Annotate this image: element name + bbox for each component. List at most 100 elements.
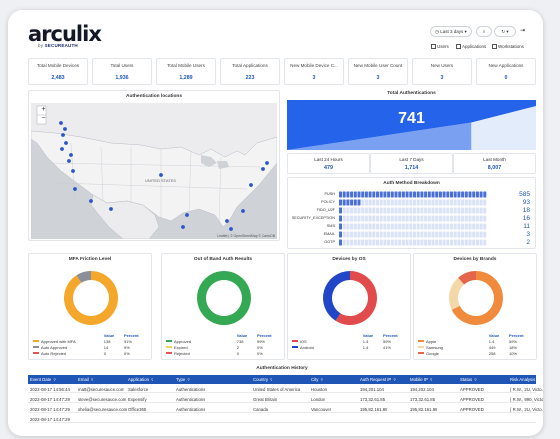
legend-row[interactable]: Android 1.4 41% [291, 344, 409, 350]
filter-icon[interactable]: ▿ [392, 377, 396, 382]
auth-period-card[interactable]: Last 24 Hours 479 [287, 153, 370, 174]
auth-method-cell [446, 223, 450, 230]
auth-method-cell [416, 215, 420, 222]
legend-label: Auto Approved [41, 344, 68, 350]
stat-card[interactable]: Total Users 1,936 [92, 58, 152, 85]
history-column-header[interactable]: Status ▿ [460, 377, 477, 382]
legend-row[interactable]: Apple 1.4 59% [417, 338, 535, 344]
map-zoom-in-button[interactable]: + [41, 106, 46, 113]
refresh-button[interactable]: ↻ ▾ [494, 26, 516, 37]
history-column-header[interactable]: Auth Request IP ▿ [360, 377, 396, 382]
auth-method-cell [364, 199, 368, 206]
map-attribution[interactable]: Leaflet | © OpenStreetMap © CartoDB [217, 234, 275, 238]
history-column-header[interactable]: City ▿ [311, 377, 323, 382]
donut-slice[interactable] [63, 271, 118, 325]
donut-slice[interactable] [76, 271, 91, 283]
donut-slice[interactable] [196, 271, 251, 325]
filter-icon[interactable]: ▿ [536, 377, 540, 382]
stat-card[interactable]: New Mobile User Count 3 [348, 58, 408, 85]
table-row[interactable]: 2022-08-17 14:47:29 [28, 414, 536, 423]
auth-method-value: 585 [519, 191, 530, 198]
donut-slice[interactable] [449, 277, 465, 310]
legend-row[interactable]: Rejected 0 0% [165, 351, 283, 357]
history-column-header[interactable]: Application ▿ [128, 377, 154, 382]
locations-map[interactable]: UNITED STATES [31, 103, 277, 239]
donut-chart[interactable] [288, 264, 412, 332]
auth-period-card[interactable]: Last Month 8,007 [453, 153, 536, 174]
date-range-select[interactable]: ◷ Last 3 days ▾ [430, 26, 472, 37]
filter-icon[interactable]: ▿ [319, 377, 323, 382]
users-button[interactable]: Users [431, 44, 449, 49]
donut-chart[interactable] [162, 264, 286, 332]
auth-method-bar[interactable] [339, 199, 489, 206]
history-column-header[interactable]: Mobile IP ▿ [410, 377, 433, 382]
workstations-button[interactable]: Workstations [492, 44, 524, 49]
auth-method-cell [479, 191, 483, 198]
stat-card[interactable]: Total Mobile Users 1,289 [156, 58, 216, 85]
auth-method-bar[interactable] [339, 207, 489, 214]
auth-method-cell [453, 231, 457, 238]
donut-chart[interactable] [414, 264, 538, 332]
auth-method-cell [461, 239, 465, 246]
legend-row[interactable]: iOS 1.4 59% [291, 338, 409, 344]
zoom-button[interactable]: ⌕ [476, 26, 492, 37]
auth-method-bar[interactable] [339, 223, 489, 230]
history-column-header[interactable]: Country ▿ [253, 377, 273, 382]
auth-method-cell [364, 223, 368, 230]
map-zoom-out-button[interactable]: − [41, 115, 46, 122]
filter-icon[interactable]: ▿ [89, 377, 94, 382]
period-value: 1,714 [404, 165, 419, 171]
donut-slice[interactable] [335, 271, 377, 325]
legend-row[interactable]: Approved 738 99% [165, 338, 283, 344]
donut-slice[interactable] [323, 271, 350, 321]
auth-method-cell [350, 231, 354, 238]
stat-card[interactable]: New Users 3 [412, 58, 472, 85]
filter-icon[interactable]: ▿ [150, 377, 154, 382]
auth-method-cell [372, 239, 376, 246]
auth-method-cell [468, 215, 472, 222]
auth-method-cell [468, 239, 472, 246]
location-markers[interactable] [59, 121, 269, 231]
legend-row[interactable]: Auto Rejected 0 0% [32, 351, 150, 357]
auth-method-cell [483, 223, 487, 230]
legend-row[interactable]: Samsung 449 18% [417, 344, 535, 350]
table-row[interactable]: 2022-08-17 14:56:44 matt@securesauce.com S… [28, 384, 543, 393]
legend-label: Auto Rejected [41, 351, 67, 357]
filter-icon[interactable]: ▿ [473, 377, 477, 382]
auth-period-card[interactable]: Last 7 Days 1,714 [370, 153, 453, 174]
legend-row[interactable]: Expired 2 0% [165, 344, 283, 350]
filter-icon[interactable]: ▿ [428, 377, 433, 382]
history-column-header[interactable]: Type ▿ [176, 377, 190, 382]
stat-card[interactable]: New Applications 0 [476, 58, 536, 85]
stat-card[interactable]: Total Mobile Devices 2,483 [28, 58, 88, 85]
history-column-header[interactable]: Email ▿ [78, 377, 94, 382]
auth-method-bar[interactable] [339, 239, 489, 246]
filter-icon[interactable]: ▿ [269, 377, 273, 382]
history-column-header[interactable]: Risk Analysis ▿ [510, 377, 540, 382]
auth-method-cell [342, 191, 346, 198]
stat-card[interactable]: New Mobile Device C... 3 [284, 58, 344, 85]
table-row[interactable]: 2022-08-17 14:47:29 shelia@securesauce.co… [28, 404, 543, 413]
stat-label: New Mobile Device C... [290, 63, 338, 68]
filter-icon[interactable]: ▿ [186, 377, 190, 382]
auth-method-cell [339, 215, 342, 222]
donut-slice[interactable] [458, 271, 476, 285]
donut-chart[interactable] [29, 264, 153, 332]
auth-method-bar[interactable] [339, 191, 489, 198]
applications-button[interactable]: Applications [456, 44, 486, 49]
auth-method-cell [461, 207, 465, 214]
share-icon[interactable]: ⇥ [520, 28, 526, 34]
legend-row[interactable]: Auto Approved 14 9% [32, 344, 150, 350]
filter-icon[interactable]: ▿ [52, 377, 56, 382]
auth-method-bar[interactable] [339, 231, 489, 238]
stat-card[interactable]: Total Applications 223 [220, 58, 280, 85]
donut-slice[interactable] [451, 271, 503, 325]
legend-row[interactable]: Google 258 10% [417, 351, 535, 357]
gauge-shade [287, 122, 472, 150]
history-column-header[interactable]: Event Date ▿ [30, 377, 56, 382]
table-row[interactable]: 2022-08-17 14:47:29 steve@securesauce.com… [28, 394, 543, 403]
legend-row[interactable]: Approved with MFA 138 91% [32, 338, 150, 344]
legend-value: 0 [236, 351, 240, 357]
auth-method-bar[interactable] [339, 215, 489, 222]
auth-method-cell [364, 207, 368, 214]
